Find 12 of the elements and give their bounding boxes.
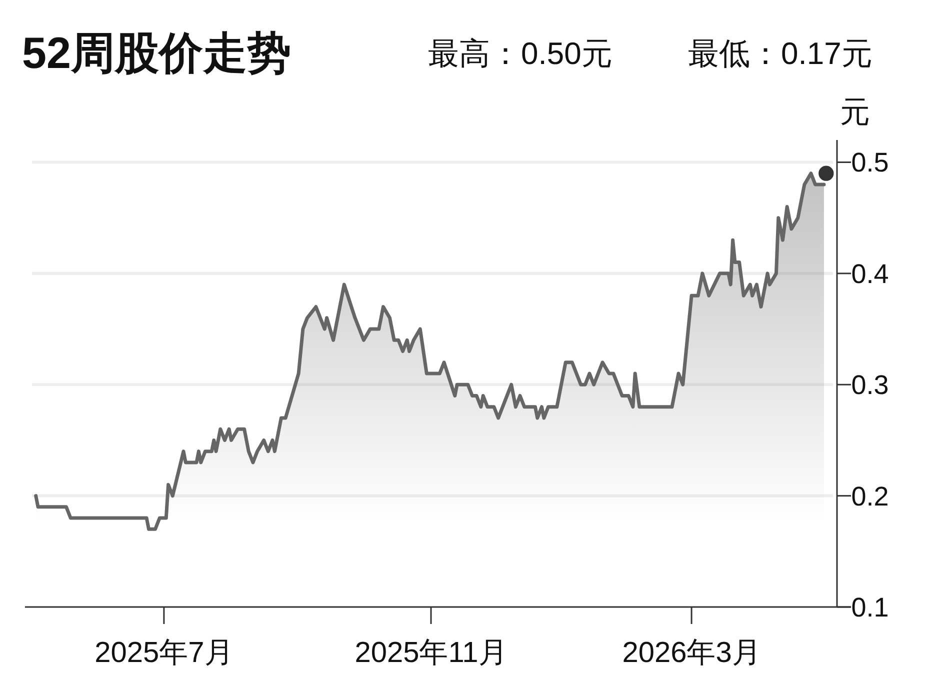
chart-title: 52周股价走势: [22, 29, 291, 78]
text: 最低：0.17元: [688, 36, 872, 71]
y-tick-label: 0.4: [851, 258, 889, 289]
y-tick-label: 0.1: [851, 592, 889, 622]
x-tick-label: 2025年7月: [94, 637, 234, 669]
y-tick-label: 0.5: [851, 148, 889, 178]
x-tick-label: 2025年11月: [354, 637, 508, 669]
y-tick-label: 0.2: [851, 481, 889, 512]
y-tick-label: 0.3: [851, 370, 889, 400]
x-tick-label: 2026年3月: [622, 637, 761, 669]
text: 最高：0.50元: [428, 36, 612, 71]
y-axis-title: 元: [840, 96, 870, 129]
